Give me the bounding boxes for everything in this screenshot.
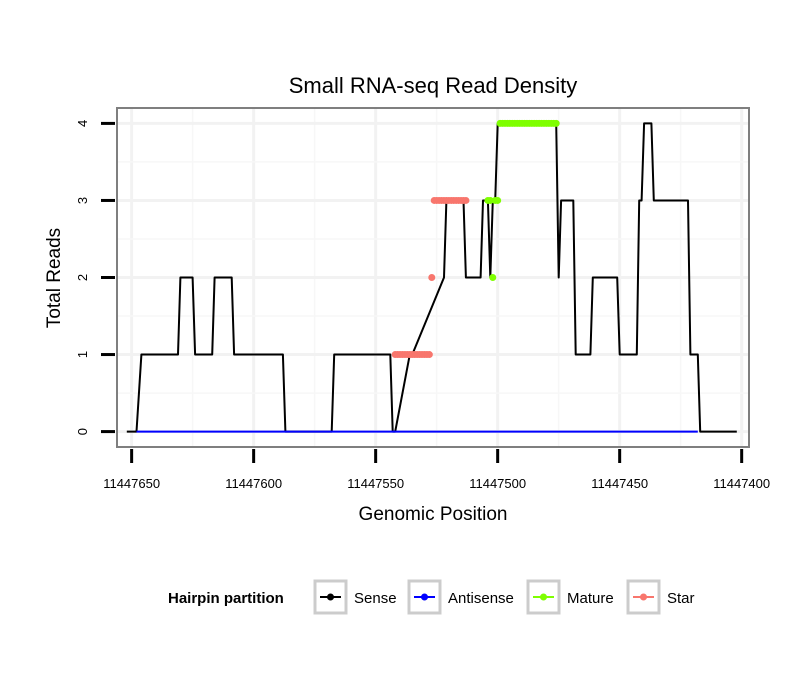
legend-label-mature: Mature <box>567 590 614 607</box>
x-axis-title: Genomic Position <box>359 504 508 525</box>
point-mature <box>489 274 497 281</box>
y-axis-title: Total Reads <box>44 228 65 328</box>
y-axis: 0 1 2 3 4 <box>75 120 115 435</box>
plot-panel-border <box>116 107 750 448</box>
legend-label-sense: Sense <box>354 590 397 607</box>
legend-key-dot-sense <box>327 593 334 601</box>
point-star <box>462 196 470 204</box>
y-tick-label: 4 <box>75 120 90 127</box>
legend: Hairpin partition Sense Antisense Mature St… <box>168 579 695 615</box>
plot-marks <box>126 119 737 433</box>
legend-label-star: Star <box>667 590 695 607</box>
x-tick-label: 11447650 <box>103 476 160 491</box>
x-tick-label: 11447550 <box>347 476 404 491</box>
legend-label-antisense: Antisense <box>448 590 514 607</box>
point-mature <box>494 196 502 204</box>
y-tick-label: 0 <box>75 428 90 435</box>
x-tick-label: 11447400 <box>713 476 770 491</box>
x-axis: 11447650 11447600 11447550 11447500 11447450… <box>103 449 770 491</box>
y-tick-label: 1 <box>75 351 90 358</box>
y-tick-label: 2 <box>75 274 90 281</box>
point-star <box>425 351 433 359</box>
legend-title: Hairpin partition <box>168 590 284 607</box>
point-mature <box>552 119 560 127</box>
point-mature <box>486 196 494 204</box>
x-tick-label: 11447600 <box>225 476 282 491</box>
chart-title: Small RNA-seq Read Density <box>289 73 578 98</box>
y-tick-label: 3 <box>75 197 90 204</box>
legend-key-dot-mature <box>540 593 547 601</box>
series-line-sense <box>126 122 737 433</box>
x-tick-label: 11447500 <box>469 476 526 491</box>
point-star <box>428 274 436 281</box>
legend-key-dot-antisense <box>421 593 428 601</box>
legend-key-dot-star <box>640 593 647 601</box>
x-tick-label: 11447450 <box>591 476 648 491</box>
